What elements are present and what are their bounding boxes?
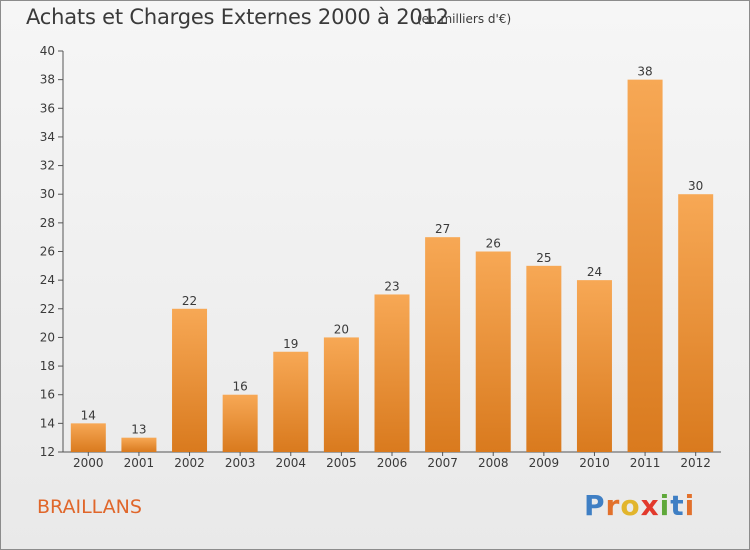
y-tick-label: 40 [40, 44, 55, 58]
y-tick-label: 34 [40, 130, 55, 144]
data-label: 38 [637, 65, 652, 79]
bar [323, 337, 359, 452]
bar [172, 308, 208, 452]
commune-name: BRAILLANS [37, 496, 142, 518]
data-label: 24 [587, 265, 602, 279]
bar [627, 79, 663, 453]
x-tick-label: 2004 [275, 456, 306, 470]
logo-letter: P [584, 489, 606, 522]
x-tick-label: 2002 [174, 456, 205, 470]
data-label: 30 [688, 179, 703, 193]
y-tick-label: 18 [40, 359, 55, 373]
y-tick-label: 38 [40, 73, 55, 87]
bar [70, 423, 106, 452]
y-tick-label: 22 [40, 302, 55, 316]
bar [576, 280, 612, 452]
y-tick-label: 32 [40, 159, 55, 173]
logo-letter: o [620, 489, 641, 522]
bar [475, 251, 511, 452]
bar [121, 437, 157, 452]
y-tick-label: 36 [40, 101, 55, 115]
chart-title: Achats et Charges Externes 2000 à 2012 [26, 5, 449, 29]
bar [425, 237, 461, 452]
x-tick-label: 2007 [427, 456, 458, 470]
y-tick-label: 30 [40, 187, 55, 201]
data-label: 14 [81, 408, 96, 422]
data-label: 20 [334, 322, 349, 336]
data-label: 27 [435, 222, 450, 236]
bar [526, 265, 562, 452]
x-tick-label: 2008 [478, 456, 509, 470]
bar [222, 394, 258, 452]
x-tick-label: 2010 [579, 456, 610, 470]
logo-letter: r [605, 489, 621, 522]
data-label: 22 [182, 294, 197, 308]
y-tick-label: 24 [40, 273, 55, 287]
data-label: 19 [283, 337, 298, 351]
y-tick-label: 16 [40, 388, 55, 402]
x-tick-label: 2000 [73, 456, 104, 470]
y-tick-label: 20 [40, 330, 55, 344]
y-tick-label: 28 [40, 216, 55, 230]
logo-letter: i [659, 489, 671, 522]
y-tick-label: 26 [40, 245, 55, 259]
data-label: 23 [384, 279, 399, 293]
data-label: 16 [233, 380, 248, 394]
x-tick-label: 2012 [680, 456, 711, 470]
y-tick-label: 14 [40, 416, 55, 430]
data-label: 13 [131, 423, 146, 437]
logo-letter: t [670, 489, 685, 522]
x-tick-label: 2001 [124, 456, 155, 470]
x-tick-label: 2005 [326, 456, 357, 470]
x-tick-label: 2011 [630, 456, 661, 470]
chart-subtitle: (en milliers d'€) [417, 12, 512, 26]
data-label: 26 [486, 237, 501, 251]
logo-letter: x [640, 489, 660, 522]
bar [374, 294, 410, 452]
x-tick-label: 2003 [225, 456, 256, 470]
x-tick-label: 2006 [377, 456, 408, 470]
proxiti-logo: Proxiti [584, 489, 695, 522]
logo-letter: i [684, 489, 696, 522]
data-label: 25 [536, 251, 551, 265]
x-tick-label: 2009 [529, 456, 560, 470]
bar [273, 351, 309, 452]
bar [678, 194, 714, 452]
y-tick-label: 12 [40, 445, 55, 459]
